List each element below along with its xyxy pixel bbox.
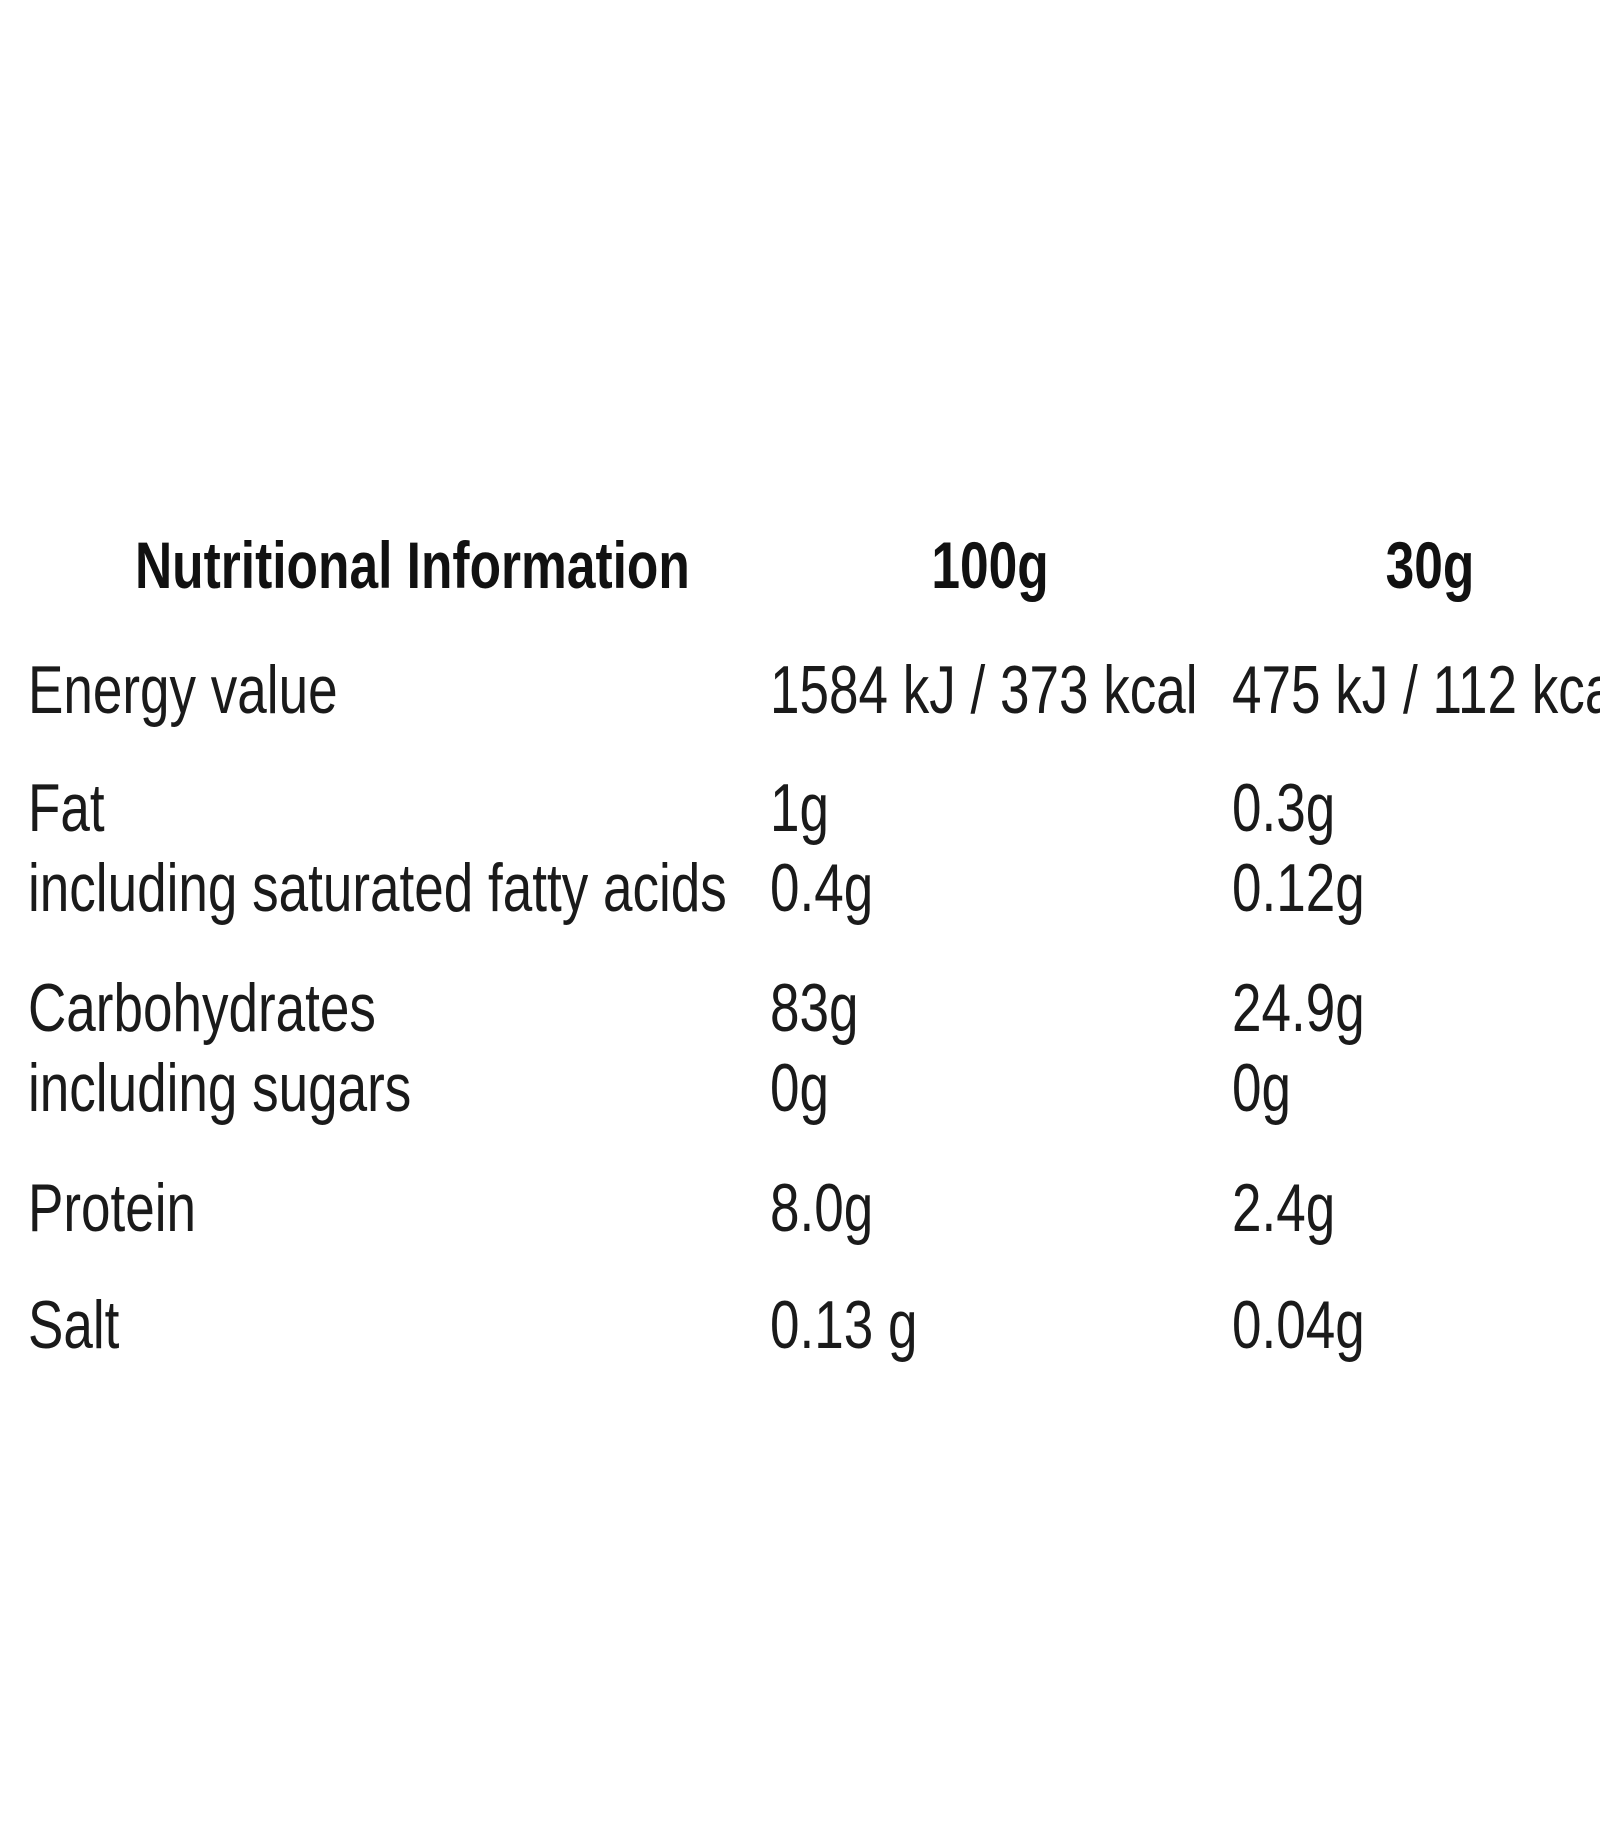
row-sugars-100g: 0g xyxy=(770,1050,829,1126)
header-30g: 30g xyxy=(1385,528,1475,602)
row-label-fat: Fat xyxy=(28,770,105,846)
row-label-saturated-fatty-acids: including saturated fatty acids xyxy=(28,850,727,926)
header-nutritional-information: Nutritional Information xyxy=(135,528,690,602)
row-saturated-fatty-acids-100g: 0.4g xyxy=(770,850,874,926)
row-saturated-fatty-acids-30g: 0.12g xyxy=(1232,850,1365,926)
row-label-carbohydrates: Carbohydrates xyxy=(28,970,376,1046)
row-fat-30g: 0.3g xyxy=(1232,770,1336,846)
row-carbohydrates-100g: 83g xyxy=(770,970,859,1046)
row-fat-100g: 1g xyxy=(770,770,829,846)
row-energy-value-30g: 475 kJ / 112 kcal xyxy=(1232,652,1600,728)
row-salt-30g: 0.04g xyxy=(1232,1287,1365,1363)
row-salt-100g: 0.13 g xyxy=(770,1287,918,1363)
header-100g: 100g xyxy=(931,528,1049,602)
row-protein-100g: 8.0g xyxy=(770,1170,874,1246)
row-label-energy-value: Energy value xyxy=(28,652,338,728)
row-carbohydrates-30g: 24.9g xyxy=(1232,970,1365,1046)
row-energy-value-100g: 1584 kJ / 373 kcal xyxy=(770,652,1198,728)
row-label-salt: Salt xyxy=(28,1287,120,1363)
row-sugars-30g: 0g xyxy=(1232,1050,1291,1126)
row-protein-30g: 2.4g xyxy=(1232,1170,1336,1246)
row-label-sugars: including sugars xyxy=(28,1050,412,1126)
row-label-protein: Protein xyxy=(28,1170,197,1246)
